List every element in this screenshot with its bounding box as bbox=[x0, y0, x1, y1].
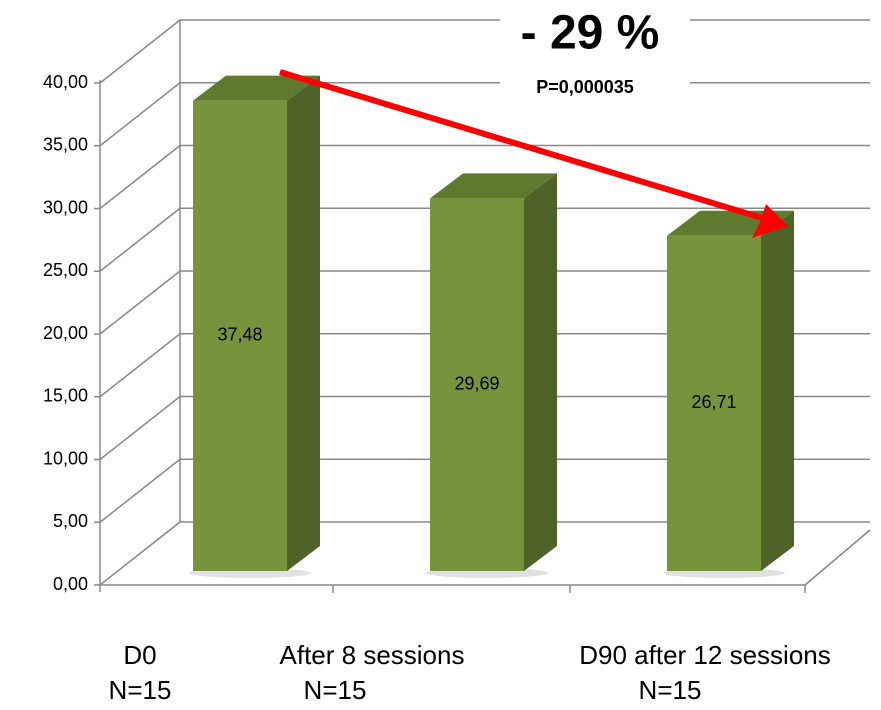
x-tick-label: D0 bbox=[123, 640, 156, 670]
value-label: 29,69 bbox=[454, 373, 499, 393]
annotation-percent: - 29 % bbox=[521, 7, 660, 60]
bar-side bbox=[524, 173, 557, 571]
trend-arrow bbox=[279, 69, 773, 224]
annotation-p: P=0,000035 bbox=[536, 77, 634, 97]
x-tick-label: After 8 sessions bbox=[280, 640, 465, 670]
y-tick-label: 10,00 bbox=[43, 448, 88, 468]
bars: 37,48 29,69 26,71 bbox=[189, 75, 794, 578]
grid-line bbox=[99, 207, 870, 272]
sample-size: N=15 bbox=[304, 675, 367, 705]
y-tick-label: 15,00 bbox=[43, 386, 88, 406]
bar bbox=[667, 235, 761, 572]
y-tick-label: 5,00 bbox=[53, 511, 88, 531]
ticks: 0,00 5,00 10,00 15,00 20,00 25,00 30,00 35,00 40… bbox=[43, 72, 831, 705]
y-tick-label: 35,00 bbox=[43, 135, 88, 155]
y-tick-label: 0,00 bbox=[53, 574, 88, 594]
grid-line bbox=[99, 458, 870, 523]
sample-size: N=15 bbox=[639, 675, 702, 705]
bar-top bbox=[430, 173, 557, 199]
grid-line bbox=[99, 395, 870, 461]
value-label: 26,71 bbox=[691, 392, 736, 412]
bar-top bbox=[193, 75, 320, 101]
bar-side bbox=[761, 210, 794, 572]
grid-line bbox=[99, 270, 870, 335]
y-tick-label: 30,00 bbox=[43, 197, 88, 217]
sample-size: N=15 bbox=[109, 675, 172, 705]
annotation-bg bbox=[500, 0, 690, 105]
bar-side bbox=[287, 75, 320, 571]
y-tick-label: 40,00 bbox=[43, 72, 88, 92]
floor-edge bbox=[99, 521, 181, 586]
x-tick-label: D90 after 12 sessions bbox=[579, 640, 830, 670]
grid-line bbox=[99, 144, 870, 210]
grid-line bbox=[99, 333, 870, 398]
arrow-head bbox=[752, 204, 788, 238]
grid-line bbox=[99, 19, 870, 84]
bar bbox=[430, 198, 524, 571]
value-label: 37,48 bbox=[217, 325, 262, 345]
y-tick-label: 25,00 bbox=[43, 260, 88, 280]
floor-edge bbox=[804, 529, 871, 586]
bar bbox=[193, 100, 287, 571]
y-tick-label: 20,00 bbox=[43, 323, 88, 343]
